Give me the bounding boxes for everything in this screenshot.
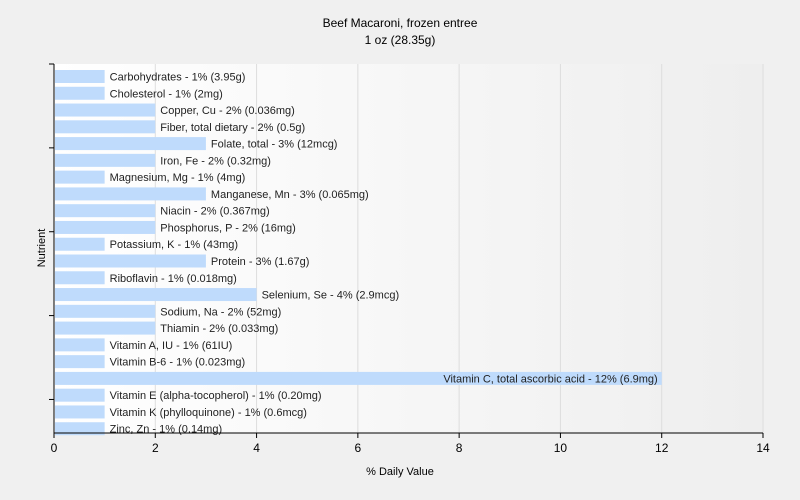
x-tick-label: 6 (355, 441, 362, 455)
bar-label: Vitamin B-6 - 1% (0.023mg) (110, 357, 246, 369)
x-tick-label: 2 (152, 441, 159, 455)
bar-label: Vitamin A, IU - 1% (61IU) (110, 340, 233, 352)
bar (55, 304, 156, 318)
bar (55, 405, 105, 419)
bar (55, 254, 206, 268)
bar-label: Iron, Fe - 2% (0.32mg) (160, 155, 271, 167)
chart-subtitle: 1 oz (28.35g) (364, 33, 436, 47)
plot-area (54, 64, 763, 433)
bar-label: Fiber, total dietary - 2% (0.5g) (160, 122, 305, 134)
bar-label: Vitamin E (alpha-tocopherol) - 1% (0.20m… (110, 390, 322, 402)
bar (55, 237, 105, 251)
bar (55, 120, 156, 134)
x-tick-label: 8 (456, 441, 463, 455)
bar (55, 388, 105, 402)
bar (55, 321, 156, 335)
bar-label: Sodium, Na - 2% (52mg) (160, 306, 281, 318)
bar-label: Selenium, Se - 4% (2.9mcg) (262, 290, 400, 302)
bar-label: Niacin - 2% (0.367mg) (160, 206, 269, 218)
bar-label: Vitamin K (phylloquinone) - 1% (0.6mcg) (110, 407, 307, 419)
chart-title: Beef Macaroni, frozen entree (322, 16, 478, 30)
x-tick-label: 0 (51, 441, 58, 455)
bar-label: Protein - 3% (1.67g) (211, 256, 309, 268)
bar-label: Folate, total - 3% (12mcg) (211, 139, 338, 151)
bar (55, 271, 105, 285)
bar (55, 220, 156, 234)
bar (55, 422, 105, 436)
bar-label: Vitamin C, total ascorbic acid - 12% (6.… (443, 373, 657, 385)
x-tick-label: 4 (253, 441, 260, 455)
bar (55, 288, 257, 302)
x-tick-label: 12 (655, 441, 669, 455)
bar-label: Manganese, Mn - 3% (0.065mg) (211, 189, 369, 201)
bar (55, 70, 105, 83)
bar-label: Zinc, Zn - 1% (0.14mg) (110, 424, 222, 436)
bar-label: Thiamin - 2% (0.033mg) (160, 323, 278, 335)
bar (55, 86, 105, 100)
bar (55, 137, 206, 151)
bar-label: Copper, Cu - 2% (0.036mg) (160, 105, 295, 117)
x-tick-label: 10 (554, 441, 568, 455)
x-axis-label: % Daily Value (366, 466, 434, 478)
bar (55, 170, 105, 184)
bar (55, 371, 662, 385)
bar (55, 187, 206, 201)
bar-label: Carbohydrates - 1% (3.95g) (110, 72, 246, 84)
bar-label: Riboflavin - 1% (0.018mg) (110, 273, 237, 285)
bar (55, 153, 156, 167)
bar-label: Magnesium, Mg - 1% (4mg) (110, 172, 246, 184)
bar (55, 338, 105, 352)
bar (55, 355, 105, 369)
bar-label: Cholesterol - 1% (2mg) (110, 88, 223, 100)
bar-label: Potassium, K - 1% (43mg) (110, 239, 238, 251)
bar-label: Phosphorus, P - 2% (16mg) (160, 222, 296, 234)
bar (55, 204, 156, 218)
y-axis-label: Nutrient (36, 228, 48, 268)
x-tick-label: 14 (756, 441, 770, 455)
bar (55, 103, 156, 117)
